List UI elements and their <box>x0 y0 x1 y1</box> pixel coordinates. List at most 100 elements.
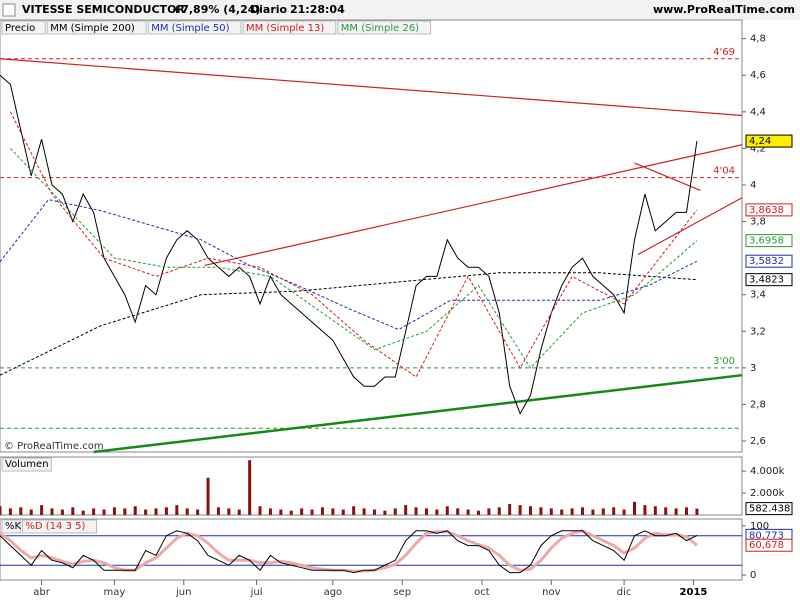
level-label: 4'69 <box>713 47 735 58</box>
value-label: 3,6958 <box>749 236 784 247</box>
bar <box>0 506 2 515</box>
bar <box>300 508 304 515</box>
bar <box>81 510 85 515</box>
series-line <box>0 199 698 331</box>
y-tick-label: 3,2 <box>750 326 766 337</box>
bar <box>248 460 252 515</box>
bar <box>112 507 116 515</box>
value-label-box <box>745 502 793 516</box>
legend-entry: %K <box>5 521 22 532</box>
value-label: 60,678 <box>749 540 784 551</box>
bar <box>216 507 220 515</box>
bar <box>175 505 179 515</box>
bar <box>206 477 210 515</box>
bar <box>445 506 449 515</box>
header-period: Diario <box>250 3 288 16</box>
bar <box>289 510 293 515</box>
header-bar <box>0 0 800 20</box>
bar <box>456 508 460 515</box>
header-icon[interactable] <box>2 3 16 17</box>
bar <box>528 506 532 515</box>
x-tick-label: ago <box>324 587 343 598</box>
trend-line <box>204 144 743 267</box>
bar <box>518 505 522 515</box>
trend-line <box>93 373 743 454</box>
y-tick-label: 4,8 <box>750 34 766 45</box>
y-tick-label: 0 <box>750 570 756 581</box>
bar <box>664 507 668 515</box>
panel-title: Volumen <box>5 459 49 470</box>
y-tick-label: 4 <box>750 180 756 191</box>
value-label: 80,773 <box>749 530 784 541</box>
bar <box>71 507 75 515</box>
header-time: 21:28:04 <box>290 3 345 16</box>
bar <box>60 509 64 515</box>
bar <box>424 508 428 515</box>
bar <box>674 508 678 515</box>
header-change: +7,89% (4,24) <box>172 3 260 16</box>
value-label-box <box>745 273 793 287</box>
value-label-box <box>745 234 793 248</box>
series-line <box>10 148 698 369</box>
bar <box>310 509 314 515</box>
series-line <box>0 74 698 415</box>
x-tick-label: dic <box>617 587 632 598</box>
bar <box>237 509 241 515</box>
level-label: 3'00 <box>713 356 735 367</box>
series-line <box>0 272 697 376</box>
series-line <box>9 111 698 378</box>
bar <box>581 507 585 515</box>
trend-line <box>634 162 701 192</box>
bar <box>539 507 543 515</box>
bar <box>404 505 408 515</box>
bar <box>685 507 689 515</box>
bar <box>102 509 106 515</box>
legend-entry: MM (Simple 50) <box>151 23 229 34</box>
value-label: 3,5832 <box>749 256 784 267</box>
x-tick-label: jul <box>250 587 263 598</box>
legend-box <box>337 20 432 35</box>
y-tick-label: 4,6 <box>750 70 766 81</box>
bar <box>653 506 657 515</box>
x-tick-label: sep <box>393 587 411 598</box>
y-tick-label: 3,8 <box>750 217 766 228</box>
bar <box>19 507 23 515</box>
bar <box>352 506 356 515</box>
bar <box>144 509 148 515</box>
bar <box>487 508 491 515</box>
bar <box>227 508 231 515</box>
value-label-box <box>745 203 793 217</box>
trend-line <box>0 58 743 117</box>
watermark: © ProRealTime.com <box>4 441 104 452</box>
bar <box>29 509 33 515</box>
legend-box <box>147 20 242 35</box>
bar <box>476 510 480 515</box>
x-tick-label: jun <box>175 587 191 598</box>
legend-box <box>21 519 98 534</box>
bar <box>372 509 376 515</box>
bar <box>154 508 158 515</box>
y-tick-label: 2,6 <box>750 436 766 447</box>
bar <box>612 507 616 515</box>
value-label: 3,8638 <box>749 205 784 216</box>
bar <box>591 509 595 515</box>
legend-box <box>242 20 337 35</box>
bar <box>695 508 699 515</box>
bar <box>466 509 470 515</box>
bar <box>268 508 272 515</box>
bar <box>383 510 387 515</box>
bar <box>643 505 647 515</box>
bar <box>549 508 553 515</box>
price-panel <box>0 19 743 453</box>
y-tick-label: 2.000k <box>750 488 785 499</box>
legend-entry: Precio <box>5 23 35 34</box>
bar <box>258 506 262 515</box>
series-line <box>0 530 698 574</box>
bar <box>570 508 574 515</box>
x-tick-label: may <box>104 587 126 598</box>
x-tick-label: 2015 <box>680 587 708 598</box>
bar <box>497 507 501 515</box>
header-site: www.ProRealTime.com <box>653 3 795 16</box>
legend-box <box>1 457 52 472</box>
